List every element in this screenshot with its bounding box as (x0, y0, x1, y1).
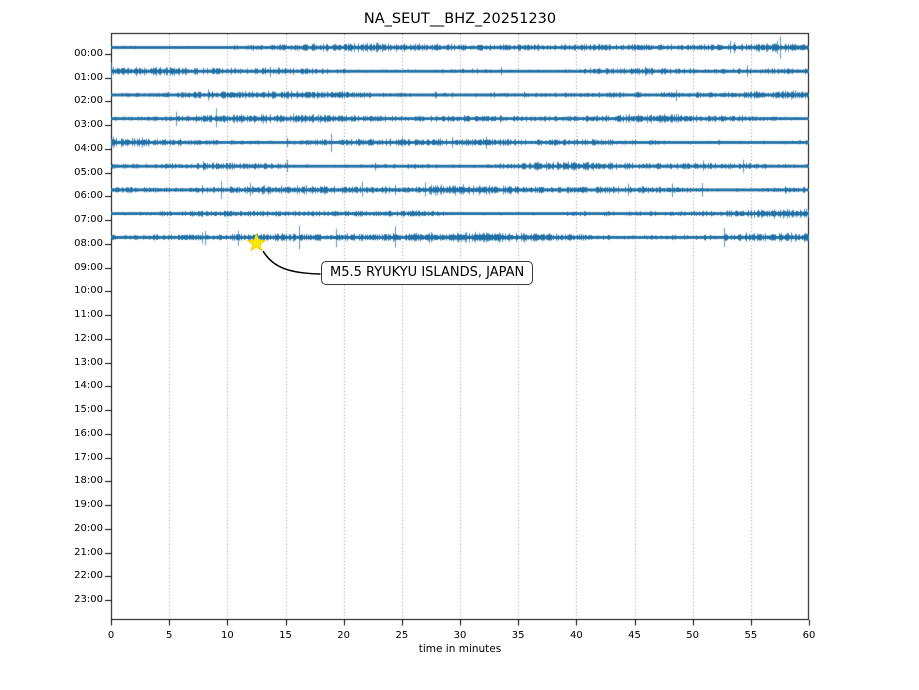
y-tick-label: 10:00 (74, 285, 103, 297)
x-tick-label: 55 (744, 630, 758, 641)
x-tick-label: 50 (686, 630, 700, 641)
x-tick-label: 45 (628, 630, 641, 641)
y-tick-label: 00:00 (74, 48, 103, 59)
y-tick-label: 09:00 (74, 261, 103, 273)
x-axis-label: time in minutes (418, 643, 502, 655)
y-tick-label: 02:00 (74, 95, 103, 107)
y-tick-label: 07:00 (74, 214, 103, 226)
x-tick-label: 5 (165, 630, 173, 641)
event-annotation-box: M5.5 RYUKYU ISLANDS, JAPAN (321, 261, 534, 285)
y-tick-label: 03:00 (74, 119, 103, 131)
x-tick-label: 25 (395, 630, 409, 641)
y-tick-label: 18:00 (74, 475, 103, 487)
y-tick-label: 06:00 (74, 190, 103, 202)
x-tick-label: 10 (220, 630, 234, 641)
y-tick-label: 08:00 (74, 237, 103, 249)
y-tick-label: 17:00 (74, 451, 103, 463)
x-tick-label: 35 (511, 630, 525, 641)
x-tick-label: 60 (802, 630, 816, 641)
y-tick-label: 12:00 (74, 332, 103, 344)
y-tick-label: 16:00 (74, 427, 103, 439)
y-tick-label: 05:00 (74, 166, 103, 178)
y-tick-label: 23:00 (74, 594, 103, 606)
x-tick-label: 0 (107, 630, 115, 641)
y-tick-label: 01:00 (74, 71, 103, 83)
y-tick-label: 20:00 (74, 522, 103, 534)
plot-title: NA_SEUT__BHZ_20251230 (363, 11, 557, 27)
event-annotation-text: M5.5 RYUKYU ISLANDS, JAPAN (330, 265, 525, 280)
x-tick-label: 20 (337, 630, 351, 641)
x-tick-label: 40 (569, 630, 583, 641)
y-tick-label: 15:00 (74, 404, 103, 416)
y-tick-label: 21:00 (74, 546, 103, 558)
y-tick-label: 19:00 (74, 499, 103, 511)
x-tick-label: 15 (279, 630, 292, 641)
x-tick-label: 30 (453, 630, 467, 641)
y-tick-label: 22:00 (74, 570, 103, 582)
y-tick-label: 13:00 (74, 356, 103, 368)
y-tick-label: 04:00 (74, 142, 103, 154)
y-tick-label: 14:00 (74, 380, 103, 392)
y-tick-label: 11:00 (74, 309, 103, 321)
